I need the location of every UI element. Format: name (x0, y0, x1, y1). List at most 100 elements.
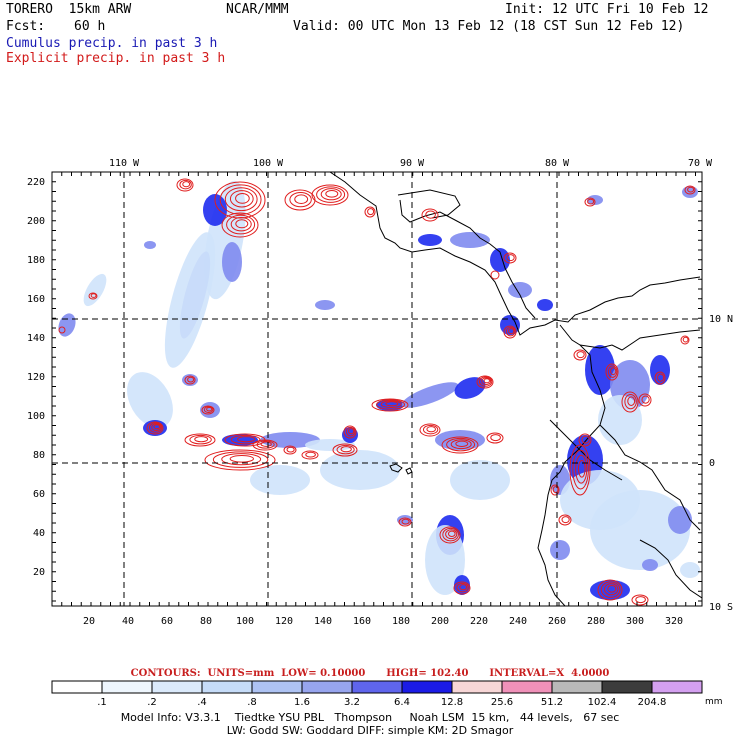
precip-contour-cluster (476, 375, 494, 389)
precip-contour (90, 293, 97, 298)
precip-contour (605, 363, 619, 381)
precip-contour-cluster (578, 433, 592, 447)
precip-contour (446, 437, 476, 452)
colorbar-box (251, 680, 303, 694)
precip-contour (503, 252, 517, 264)
x-tick-label: 240 (509, 616, 527, 627)
precip-contour (604, 583, 619, 596)
lat-label: 10 S (709, 602, 733, 613)
y-tick-label: 80 (33, 450, 45, 461)
precip-contour-cluster (421, 208, 439, 222)
precip-contour-cluster (621, 391, 639, 413)
coastline (329, 172, 702, 606)
precip-contour (576, 351, 585, 359)
colorbar-tick-label: 1.6 (294, 697, 310, 708)
precip-contour (419, 423, 441, 437)
legend-cumulus: Cumulus precip. in past 3 h (6, 36, 218, 51)
precip-contour (364, 206, 376, 218)
precip-contour (638, 393, 652, 407)
lon-label: 100 W (253, 158, 284, 169)
precip-contour (153, 424, 160, 430)
precip-contour (456, 582, 469, 593)
precip-contour (481, 377, 492, 386)
precip-contour (597, 579, 623, 601)
colorbar-box (101, 680, 153, 694)
precip-contour (621, 391, 639, 413)
precip-cell (401, 382, 459, 408)
x-tick-label: 320 (665, 616, 683, 627)
precip-contour (294, 194, 309, 204)
precip-contour-cluster (684, 185, 696, 195)
precip-cell (668, 506, 692, 534)
precip-cell (537, 299, 553, 311)
precip-contour (256, 440, 275, 449)
precip-cell (250, 465, 310, 495)
precip-contour (201, 405, 215, 415)
colorbar-box (601, 680, 653, 694)
precip-contour-cluster (184, 433, 216, 447)
precip-cell (450, 460, 510, 500)
colorbar-box (301, 680, 353, 694)
x-tick-label: 100 (236, 616, 254, 627)
precip-contour (478, 376, 493, 387)
precip-contour (230, 434, 261, 445)
precip-contour-cluster (419, 423, 441, 437)
precip-contour (550, 484, 560, 496)
precip-contour (506, 254, 515, 262)
precip-contour-cluster (371, 398, 409, 412)
precip-contour (371, 398, 409, 412)
coastline-south-america (537, 324, 606, 606)
precip-cell (680, 562, 700, 578)
precip-contour (425, 210, 436, 219)
lon-label: 70 W (688, 158, 713, 169)
precip-contour-cluster (490, 270, 500, 280)
coastline-galapagos (389, 463, 403, 473)
colorbar-box (201, 680, 253, 694)
lon-label: 80 W (545, 158, 570, 169)
precip-contour (607, 584, 617, 593)
precip-contour (587, 198, 595, 205)
coastline-caribbean (399, 199, 536, 319)
colorbar-box (551, 680, 603, 694)
lon-label: 90 W (400, 158, 425, 169)
colorbar-box (51, 680, 103, 694)
precip-contour (179, 179, 192, 190)
x-tick-label: 180 (392, 616, 410, 627)
precip-contour-cluster (654, 371, 666, 385)
precip-contour (442, 527, 459, 542)
precip-contour-cluster (332, 443, 358, 457)
lat-label: 0 (709, 458, 715, 469)
coastline-yucatan (397, 189, 461, 219)
precip-cell (490, 248, 510, 272)
x-tick-label: 60 (161, 616, 173, 627)
forecast-label: Fcst: (6, 19, 46, 34)
contours-high: HIGH= 102.40 (386, 668, 469, 679)
precip-contour (219, 184, 262, 215)
precip-contour (631, 594, 649, 606)
precip-cell (650, 355, 670, 385)
lat-label: 10 N (709, 314, 733, 325)
precip-contour-cluster (184, 375, 196, 385)
precip-contour (184, 375, 196, 385)
precip-contour-cluster (569, 444, 591, 496)
precip-contour (426, 426, 436, 433)
colorbar-tick-label: 102.4 (587, 697, 617, 708)
precip-contour (627, 396, 636, 406)
precip-contour (230, 217, 252, 232)
y-tick-label: 220 (27, 177, 45, 188)
precip-cell (315, 300, 335, 310)
precip-contour-cluster (283, 445, 297, 455)
precip-contour (508, 328, 515, 335)
precip-contour (320, 188, 342, 201)
precip-contour-cluster (301, 450, 319, 460)
precip-cell (587, 195, 603, 205)
precip-contour (455, 440, 469, 447)
colorbar-tick-label: 3.2 (344, 697, 360, 708)
colorbar-box (651, 680, 703, 694)
precip-contour (607, 365, 618, 378)
precip-contour (88, 292, 98, 300)
precip-contour (575, 454, 588, 484)
y-tick-label: 100 (27, 411, 45, 422)
axis-ticks (51, 171, 702, 606)
precip-cell (127, 372, 173, 428)
